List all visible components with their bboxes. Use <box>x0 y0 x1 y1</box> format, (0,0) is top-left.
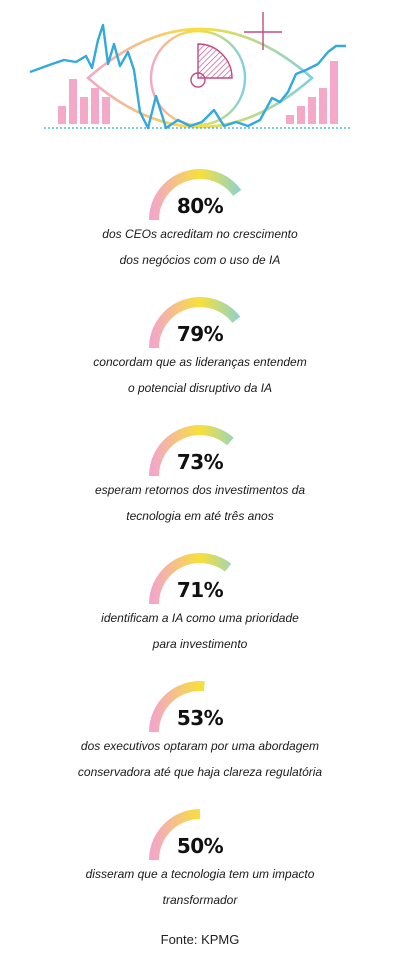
hero-line <box>29 23 346 130</box>
gauge-chart <box>149 553 251 605</box>
hero-bar <box>308 97 316 124</box>
stat-item: 53% dos executivos optaram por uma aborda… <box>0 674 400 779</box>
hero-bar <box>80 97 88 124</box>
gauge-fill <box>149 425 234 477</box>
stat-description-line: dos CEOs acreditam no crescimento <box>102 227 298 241</box>
hero-bar <box>102 97 110 124</box>
eye-outline-icon <box>86 27 314 129</box>
gauge-fill <box>149 809 201 861</box>
stat-percentage: 79% <box>176 322 224 346</box>
stat-description-line: tecnologia em até três anos <box>126 509 274 523</box>
stat-description-line: dos executivos optaram por uma abordagem <box>80 739 320 753</box>
stat-percentage: 53% <box>176 706 224 730</box>
gauge-fill <box>149 553 232 605</box>
gauge-chart <box>149 169 251 221</box>
stat-description-line: disseram que a tecnologia tem um impacto <box>85 867 315 881</box>
gauge-chart <box>149 425 251 477</box>
hero-bar <box>297 106 305 124</box>
stat-description-line: transformador <box>162 893 238 907</box>
hero-bar <box>58 106 66 124</box>
stat-description-line: identificam a IA como uma prioridade <box>101 611 299 625</box>
stat-description-line: conservadora até que haja clareza regula… <box>77 765 323 779</box>
gauge-fill <box>149 297 241 349</box>
pie-wedge-icon <box>197 43 233 79</box>
stat-item: 73% esperam retornos dos investimentos da… <box>0 418 400 523</box>
crosshair-icon <box>244 12 282 50</box>
stat-item: 80% dos CEOs acreditam no crescimento dos … <box>0 162 400 267</box>
stat-percentage: 73% <box>176 450 224 474</box>
source-note: Fonte: KPMG <box>160 932 240 947</box>
iris-icon <box>149 29 247 127</box>
stat-description-line: concordam que as lideranças entendem <box>93 355 307 369</box>
gauge-fill <box>149 169 242 221</box>
hero-bar <box>69 79 77 124</box>
stat-item: 79% concordam que as lideranças entendem o… <box>0 290 400 395</box>
stat-description-line: esperam retornos dos investimentos da <box>94 483 306 497</box>
stat-description-line: para investimento <box>152 637 248 651</box>
stat-description-line: dos negócios com o uso de IA <box>119 253 281 267</box>
stat-percentage: 80% <box>176 194 224 218</box>
hero-bar <box>91 88 99 124</box>
stat-percentage: 50% <box>176 834 224 858</box>
hero-bars <box>58 61 338 124</box>
pupil-icon <box>190 72 206 88</box>
stat-description-line: o potencial disruptivo da IA <box>127 381 273 395</box>
gauge-fill <box>149 681 205 733</box>
gauge-chart <box>149 297 251 349</box>
hero-bar <box>330 61 338 124</box>
stat-percentage: 71% <box>176 578 224 602</box>
hero-bar <box>319 88 327 124</box>
hero-bar <box>286 115 294 124</box>
gauge-chart <box>149 809 251 861</box>
hero-illustration <box>29 12 350 130</box>
stat-item: 50% disseram que a tecnologia tem um impa… <box>0 802 400 907</box>
gauge-chart <box>149 681 251 733</box>
stat-item: 71% identificam a IA como uma prioridade p… <box>0 546 400 651</box>
